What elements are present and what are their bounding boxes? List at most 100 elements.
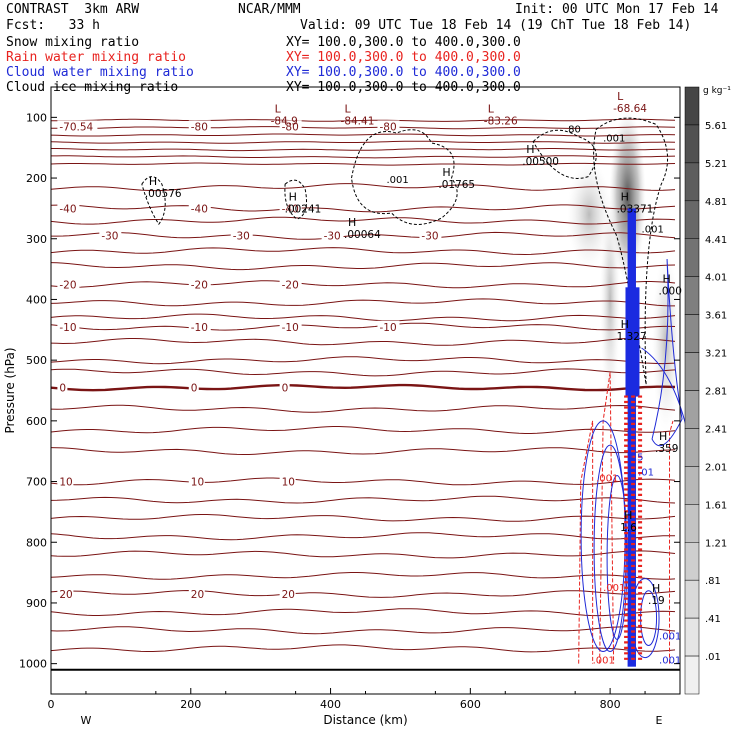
temp-label-bg <box>188 202 211 214</box>
contour-label: .001 <box>642 225 664 236</box>
temp-label-text: -10 <box>379 322 396 334</box>
cloud-water-contour <box>606 474 628 640</box>
temp-label-text: 20 <box>282 589 295 601</box>
extremum-value: -84.41 <box>341 115 375 127</box>
temp-contour <box>50 495 676 504</box>
contour-label: .001 <box>603 583 625 594</box>
extremum-value: .01765 <box>438 179 475 191</box>
extremum-low: L-84.9 <box>271 102 298 127</box>
temp-label-text: -30 <box>421 231 438 243</box>
extremum-letter: H <box>149 175 157 188</box>
temp-label: -80 <box>279 120 302 133</box>
x-axis-label: Distance (km) <box>323 713 407 727</box>
temp-contour <box>50 589 676 598</box>
colorbar-level-label: 5.61 <box>705 121 727 132</box>
x-tick-label: 400 <box>320 698 341 711</box>
temp-label-bg <box>279 202 302 214</box>
field-snow-name: Snow mixing ratio <box>6 35 140 50</box>
zero-degree-contour <box>50 383 676 392</box>
extremum-value: .00576 <box>145 188 182 200</box>
temp-label-text: -20 <box>282 279 299 291</box>
temp-contour <box>50 183 676 192</box>
colorbar-cell <box>684 579 700 619</box>
field-rain-xy: XY= 100.0,300.0 to 400.0,300.0 <box>286 50 521 65</box>
temp-contour <box>50 572 676 580</box>
snow-plume-mid <box>600 189 621 410</box>
temp-label-bg <box>188 120 211 132</box>
colorbar-level-label: 2.01 <box>705 462 727 473</box>
colorbar-cell <box>684 314 700 353</box>
extremum-value: 1.6 <box>620 522 637 534</box>
contour-label: 80 <box>568 125 581 136</box>
extremum-letter: H <box>621 318 629 331</box>
extremum-value: .00500 <box>522 156 559 168</box>
temp-label-text: -40 <box>191 203 208 215</box>
colorbar-level-label: 1.61 <box>705 500 727 511</box>
temp-label: -40 <box>279 202 302 215</box>
temp-contour <box>50 608 676 617</box>
temp-label-bg <box>188 587 205 599</box>
contour-label: .01 <box>638 467 654 478</box>
temp-contour <box>50 368 676 377</box>
extremum-high: H.00064 <box>344 216 381 241</box>
temp-label-bg <box>279 120 302 132</box>
cloud-water-contour <box>641 347 688 429</box>
temp-label-bg <box>377 120 400 132</box>
temp-label-bg <box>321 229 344 241</box>
temp-label-text: -80 <box>379 121 396 133</box>
temp-contour-strat <box>50 162 676 166</box>
temp-label-bg <box>188 381 199 393</box>
extremum-value: .00241 <box>285 203 322 215</box>
valid-time: Valid: 09 UTC Tue 18 Feb 14 (19 ChT Tue … <box>300 18 692 33</box>
temp-contour <box>50 644 676 653</box>
extremum-high: H.03371 <box>617 190 654 215</box>
x-tick-label: 600 <box>460 698 481 711</box>
temp-contour <box>50 626 676 635</box>
temp-label-text: 0 <box>59 382 66 394</box>
extremum-letter: H <box>348 216 356 229</box>
temp-label-text: -10 <box>59 322 76 334</box>
temp-label: -20 <box>188 278 211 291</box>
colorbar-cell <box>684 162 700 202</box>
temp-label-bg <box>377 320 400 332</box>
colorbar-level-label: 4.01 <box>705 273 727 284</box>
cloud-water-contour <box>593 444 627 653</box>
temp-label: 20 <box>57 587 74 601</box>
temp-label: -10 <box>377 320 400 334</box>
colorbar-level-label: .01 <box>705 652 721 663</box>
extremum-high: H.01765 <box>438 166 475 191</box>
temp-label: 10 <box>188 475 205 489</box>
rain-contour <box>578 420 594 664</box>
temp-label-text: 10 <box>59 477 72 489</box>
temp-label-bg <box>57 202 80 214</box>
extremum-high: H.000 <box>659 272 682 297</box>
x-tick-label: 800 <box>600 698 621 711</box>
temp-label-bg <box>279 587 296 599</box>
extremum-high: H1.6 <box>620 509 637 534</box>
temp-label-bg <box>57 381 68 393</box>
extremum-high: H.00500 <box>522 143 559 168</box>
extremum-high: H.19 <box>648 582 665 607</box>
temp-contour-strat <box>50 118 676 122</box>
temp-label-bg <box>57 475 74 487</box>
colorbar-cell <box>684 86 700 126</box>
temp-contour <box>50 262 676 271</box>
temp-label-text: 20 <box>59 589 72 601</box>
temp-label: -20 <box>57 278 80 291</box>
temp-label: 10 <box>279 475 296 489</box>
cloud-ice-contour <box>351 129 458 225</box>
temp-label: 0 <box>188 381 199 394</box>
rain-contour <box>599 372 615 664</box>
temp-label-text: 0 <box>191 382 198 394</box>
temp-label: 10 <box>57 475 74 489</box>
temp-contour <box>50 298 675 307</box>
extremum-value: -83.26 <box>484 115 518 127</box>
temp-contour <box>50 247 676 256</box>
temp-contour-strat <box>50 133 676 137</box>
model-center: NCAR/MMM <box>238 2 301 17</box>
temp-contour-strat <box>51 155 676 159</box>
extremum-low: L-68.64 <box>613 90 647 115</box>
x-tick-label: 200 <box>180 698 201 711</box>
colorbar-level-label: .81 <box>705 576 721 587</box>
colorbar-cell <box>684 124 700 164</box>
